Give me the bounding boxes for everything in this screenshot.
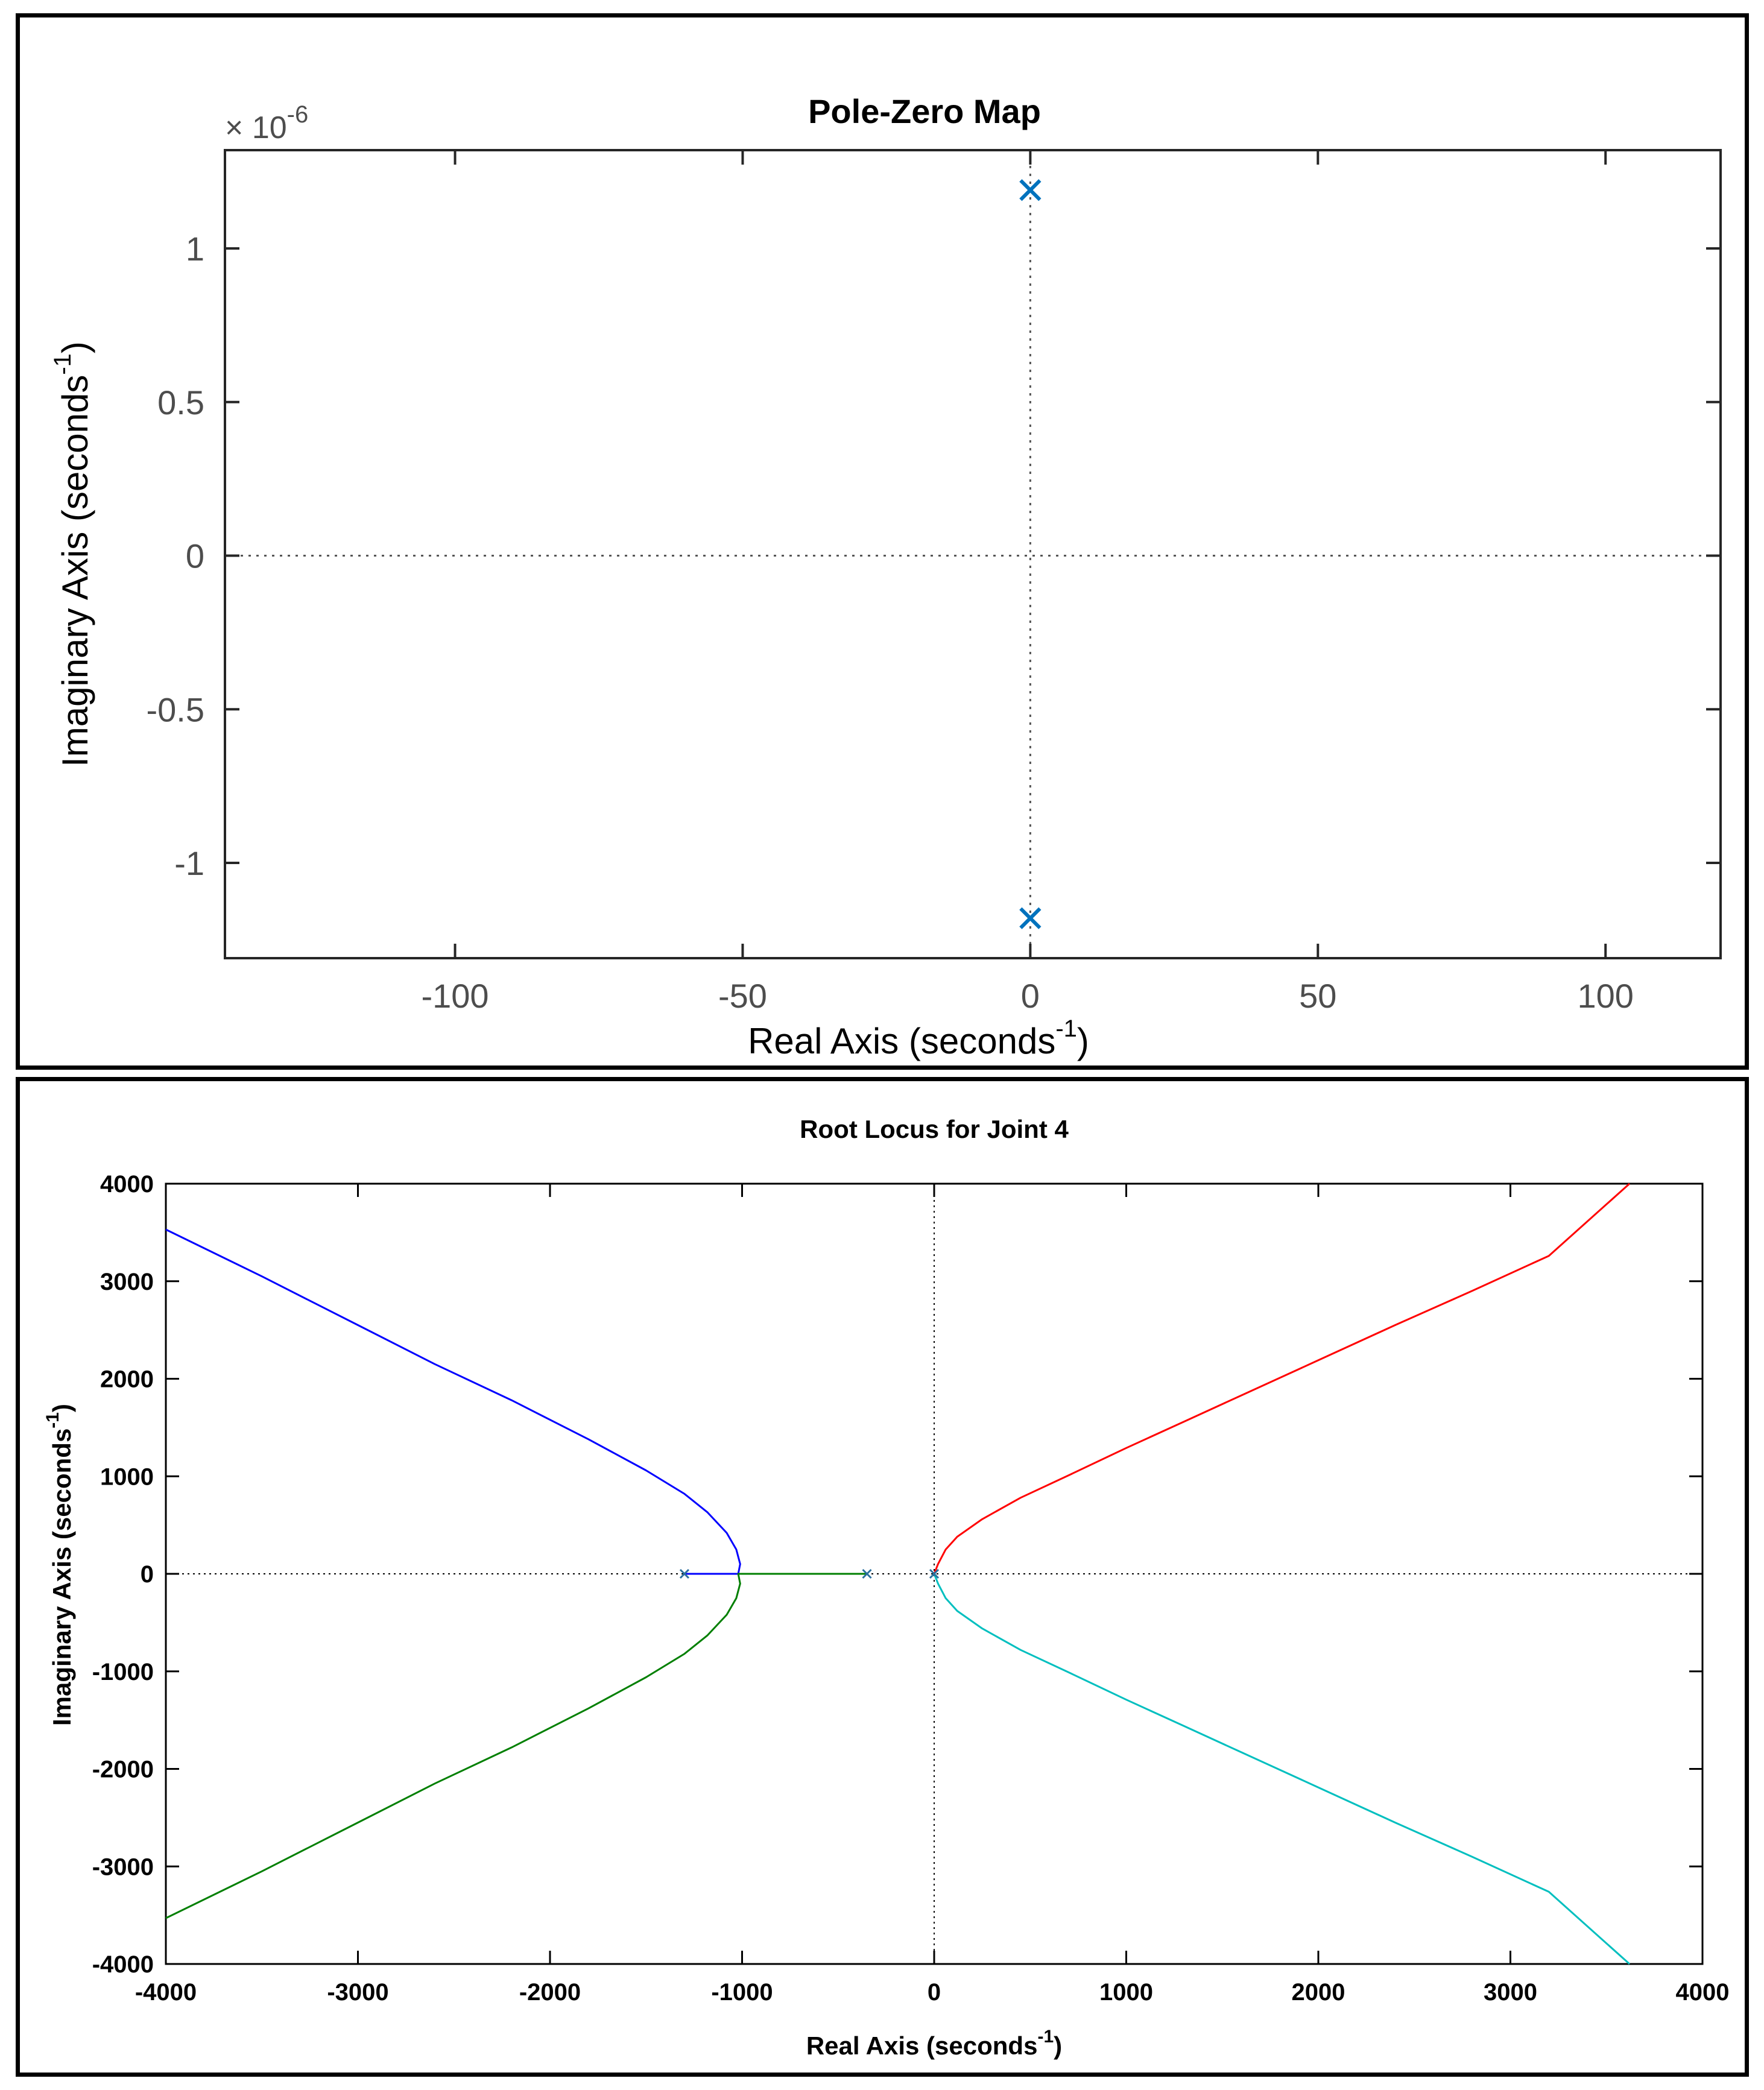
y-tick-label: 4000: [100, 1171, 154, 1198]
x-tick-label: 1000: [1099, 1979, 1153, 2006]
locus-branch-1: [165, 1228, 741, 1575]
ylabel-sup: -1: [43, 1412, 63, 1429]
y-exponent-base: × 10: [225, 110, 287, 145]
root-locus-title: Root Locus for Joint 4: [800, 1115, 1069, 1143]
ylabel-sup: -1: [49, 353, 76, 375]
xlabel-end: ): [1077, 1021, 1089, 1061]
root-locus-ylabel: Imaginary Axis (seconds-1): [43, 1404, 76, 1726]
pole-zero-xlabel: Real Axis (seconds-1): [748, 1015, 1089, 1061]
pole-zero-panel: -100 -50 0 50 100 -1 -0.5 0 0.5 1 Pole-Zero Map ×…: [16, 13, 1749, 1070]
y-tick-label: 0: [186, 537, 204, 575]
xlabel-sup: -1: [1055, 1015, 1077, 1042]
pole-zero-ylabel: Imaginary Axis (seconds-1): [49, 341, 95, 767]
pole-zero-tick-labels: -100 -50 0 50 100 -1 -0.5 0 0.5 1: [147, 230, 1634, 1015]
pole-zero-marks: [1019, 179, 1042, 929]
x-tick-label: -2000: [519, 1979, 581, 2006]
ylabel-main: Imaginary Axis (seconds: [55, 375, 95, 767]
pole-zero-title: Pole-Zero Map: [808, 92, 1041, 130]
xlabel-main: Real Axis (seconds: [806, 2032, 1038, 2060]
xlabel-sup: -1: [1037, 2027, 1054, 2047]
x-tick-label: -50: [718, 977, 767, 1015]
y-tick-label: 0: [141, 1561, 154, 1588]
x-tick-label: 0: [928, 1979, 941, 2006]
y-exponent-label: × 10-6: [225, 101, 308, 145]
root-locus-xlabel: Real Axis (seconds-1): [806, 2027, 1062, 2060]
root-locus-axes: [165, 1182, 1704, 1965]
x-tick-label: 3000: [1484, 1979, 1537, 2006]
x-tick-label: 2000: [1292, 1979, 1345, 2006]
ylabel-end: ): [55, 341, 95, 353]
pole-zero-chart: -100 -50 0 50 100 -1 -0.5 0 0.5 1 Pole-Zero Map ×…: [49, 92, 1722, 1061]
x-tick-label: 100: [1578, 977, 1634, 1015]
pole-marker: [679, 1568, 690, 1579]
y-tick-label: 1: [186, 230, 204, 268]
ylabel-end: ): [48, 1404, 76, 1412]
y-tick-label: 3000: [100, 1269, 154, 1295]
y-tick-label: -1000: [92, 1659, 154, 1685]
locus-branch-3: [933, 1182, 1631, 1574]
pole-marker: [862, 1568, 872, 1579]
y-tick-label: -1: [174, 844, 204, 882]
pole-marker: [929, 1568, 940, 1579]
y-tick-label: -0.5: [147, 690, 205, 728]
x-tick-label: 0: [1021, 977, 1040, 1015]
root-locus-chart: -4000 -3000 -2000 -1000 0 1000 2000 3000 4000 -40…: [43, 1115, 1730, 2060]
x-tick-label: -1000: [711, 1979, 773, 2006]
x-tick-label: -100: [421, 977, 488, 1015]
x-tick-label: -4000: [135, 1979, 197, 2006]
xlabel-main: Real Axis (seconds: [748, 1021, 1055, 1061]
y-exponent-sup: -6: [287, 101, 309, 128]
pole-marker: [1019, 179, 1042, 201]
root-locus-marks: [165, 1182, 1631, 1965]
plot-frame: [224, 149, 1722, 959]
root-locus-tick-labels: -4000 -3000 -2000 -1000 0 1000 2000 3000 4000 -40…: [92, 1171, 1730, 2006]
xlabel-end: ): [1054, 2032, 1062, 2060]
pole-marker: [1019, 907, 1042, 929]
locus-branch-2: [165, 1573, 867, 1919]
y-tick-label: 0.5: [157, 384, 204, 421]
ylabel-main: Imaginary Axis (seconds: [48, 1429, 76, 1726]
y-tick-label: -4000: [92, 1951, 154, 1978]
x-tick-label: 50: [1299, 977, 1336, 1015]
pole-zero-axes: [224, 149, 1722, 959]
y-tick-label: 2000: [100, 1366, 154, 1393]
x-tick-label: 4000: [1676, 1979, 1730, 2006]
y-tick-label: -3000: [92, 1854, 154, 1880]
root-locus-panel: -4000 -3000 -2000 -1000 0 1000 2000 3000 4000 -40…: [16, 1077, 1749, 2077]
y-tick-label: 1000: [100, 1463, 154, 1490]
y-tick-label: -2000: [92, 1757, 154, 1783]
x-tick-label: -3000: [327, 1979, 388, 2006]
locus-branch-4: [933, 1573, 1631, 1965]
